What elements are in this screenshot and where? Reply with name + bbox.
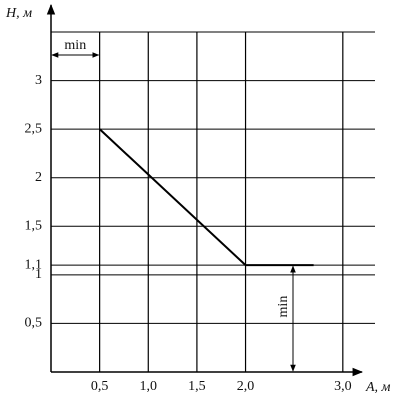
y-tick-label: 2 (35, 170, 42, 185)
y-tick-label: 1 (35, 267, 42, 282)
y-tick-label: 1,1 (25, 257, 43, 272)
annotation: min (64, 38, 86, 53)
x-tick-label: 1,0 (140, 379, 158, 394)
y-tick-label: 1,5 (25, 219, 43, 234)
data-line (98, 128, 314, 267)
x-axis-label: A, м (365, 380, 391, 395)
y-tick-label: 3 (35, 73, 42, 88)
annotation: min (276, 296, 291, 318)
x-tick-label: 1,5 (188, 379, 206, 394)
x-tick-label: 2,0 (237, 379, 255, 394)
y-tick-label: 0,5 (25, 316, 43, 331)
y-axis-label: H, м (5, 6, 32, 21)
x-tick-label: 3,0 (334, 379, 352, 394)
x-tick-label: 0,5 (91, 379, 109, 394)
y-tick-label: 2,5 (25, 121, 43, 136)
